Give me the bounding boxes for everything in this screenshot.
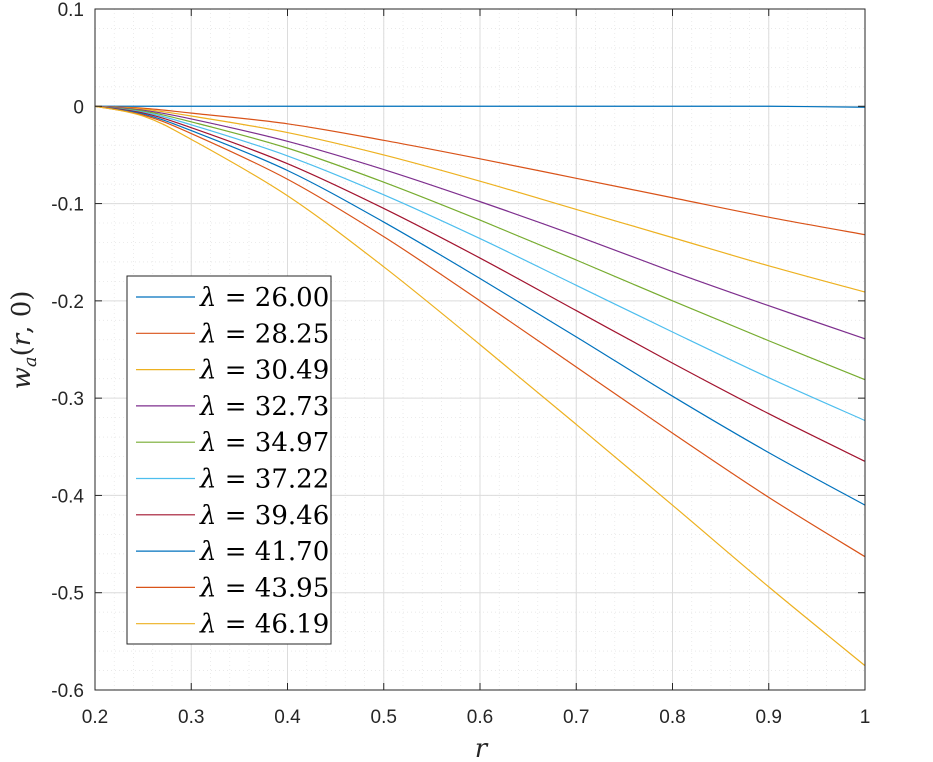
y-tick-label: 0.1 <box>58 0 84 21</box>
x-tick-label: 0.6 <box>467 707 493 728</box>
legend-label: λ = 41.70 <box>199 537 329 567</box>
legend-label: λ = 46.19 <box>199 610 329 640</box>
x-tick-label: 1 <box>860 707 871 728</box>
series-line-4 <box>94 105 866 340</box>
series-line-10 <box>94 105 866 667</box>
legend-label: λ = 30.49 <box>199 356 329 386</box>
legend-label: λ = 34.97 <box>199 428 329 458</box>
axis-ticks <box>94 8 866 691</box>
x-tick-label: 0.5 <box>371 707 397 728</box>
series-line-3 <box>94 105 866 293</box>
x-tick-labels: 0.2 0.3 0.4 0.5 0.6 0.7 0.8 0.9 1 <box>82 707 871 728</box>
x-tick-label: 0.8 <box>659 707 685 728</box>
series-line-7 <box>94 105 866 462</box>
y-tick-label: -0.4 <box>51 486 84 507</box>
x-tick-label: 0.4 <box>274 707 301 728</box>
legend-label: λ = 37.22 <box>199 465 329 495</box>
x-tick-label: 0.7 <box>563 707 589 728</box>
legend-label: λ = 28.25 <box>199 319 329 349</box>
series-lines <box>94 105 866 667</box>
series-line-2 <box>94 105 866 236</box>
x-tick-label: 0.9 <box>756 707 782 728</box>
y-tick-labels: 0.1 0 -0.1 -0.2 -0.3 -0.4 -0.5 -0.6 <box>51 0 84 702</box>
svg-text:wa(r, 0): wa(r, 0) <box>7 291 41 390</box>
series-line-1 <box>95 105 866 108</box>
y-tick-label: 0 <box>73 97 84 118</box>
legend-label: λ = 43.95 <box>199 573 329 603</box>
legend-label: λ = 32.73 <box>199 392 329 422</box>
series-line-5 <box>94 105 866 381</box>
series-line-9 <box>94 105 866 558</box>
legend-label: λ = 26.00 <box>199 283 329 313</box>
series-line-6 <box>94 105 866 422</box>
y-axis-label: wa(r, 0) <box>7 291 41 390</box>
y-tick-label: -0.1 <box>51 195 84 216</box>
series-line-8 <box>94 105 866 506</box>
y-tick-label: -0.3 <box>51 389 84 410</box>
x-tick-label: 0.3 <box>178 707 204 728</box>
legend: λ = 26.00 λ = 28.25 λ = 30.49 λ = 32.73 λ = … <box>126 275 332 645</box>
x-tick-label: 0.2 <box>82 707 108 728</box>
y-tick-label: -0.5 <box>51 584 84 605</box>
y-tick-label: -0.6 <box>51 681 84 702</box>
legend-box <box>126 275 332 645</box>
y-tick-label: -0.2 <box>51 292 84 313</box>
x-axis-label: r <box>475 734 489 762</box>
legend-label: λ = 39.46 <box>199 501 329 531</box>
